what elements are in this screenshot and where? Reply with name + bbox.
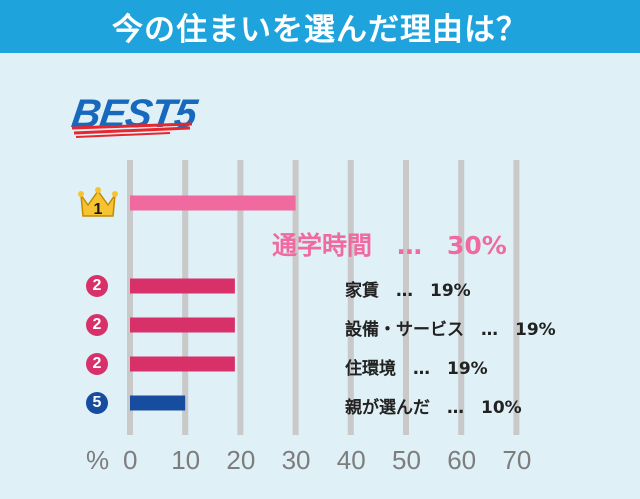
crown-icon: 1 <box>78 187 118 218</box>
rank-badge: 2 <box>86 353 108 375</box>
x-tick-label: 30 <box>281 445 311 475</box>
bar <box>130 278 235 294</box>
bar <box>130 195 296 211</box>
bar-label: 設備・サービス … 19% <box>345 320 556 340</box>
bar-label: 親が選んだ … 10% <box>345 398 522 418</box>
x-tick-label: 70 <box>502 445 532 475</box>
rank-badge: 2 <box>86 314 108 336</box>
x-tick-label: 10 <box>171 445 201 475</box>
bar <box>130 395 186 411</box>
badge-underline <box>71 122 193 138</box>
bar-label: 住環境 … 19% <box>345 359 488 379</box>
x-tick-label: 0 <box>123 445 138 475</box>
x-tick-label: 50 <box>392 445 421 475</box>
svg-text:1: 1 <box>94 201 103 218</box>
bar-label: 家賃 … 19% <box>345 281 471 301</box>
bar-label: 通学時間 … 30% <box>272 231 507 260</box>
axis-unit-label: % <box>86 445 110 475</box>
x-tick-label: 60 <box>447 445 477 475</box>
rank-badge: 2 <box>86 275 108 297</box>
page-title: 今の住まいを選んだ理由は？ <box>0 0 640 53</box>
bar <box>130 356 235 372</box>
rank-badge: 5 <box>86 392 108 414</box>
x-tick-label: 40 <box>336 445 366 475</box>
x-tick-label: 20 <box>226 445 256 475</box>
bar <box>130 317 235 333</box>
